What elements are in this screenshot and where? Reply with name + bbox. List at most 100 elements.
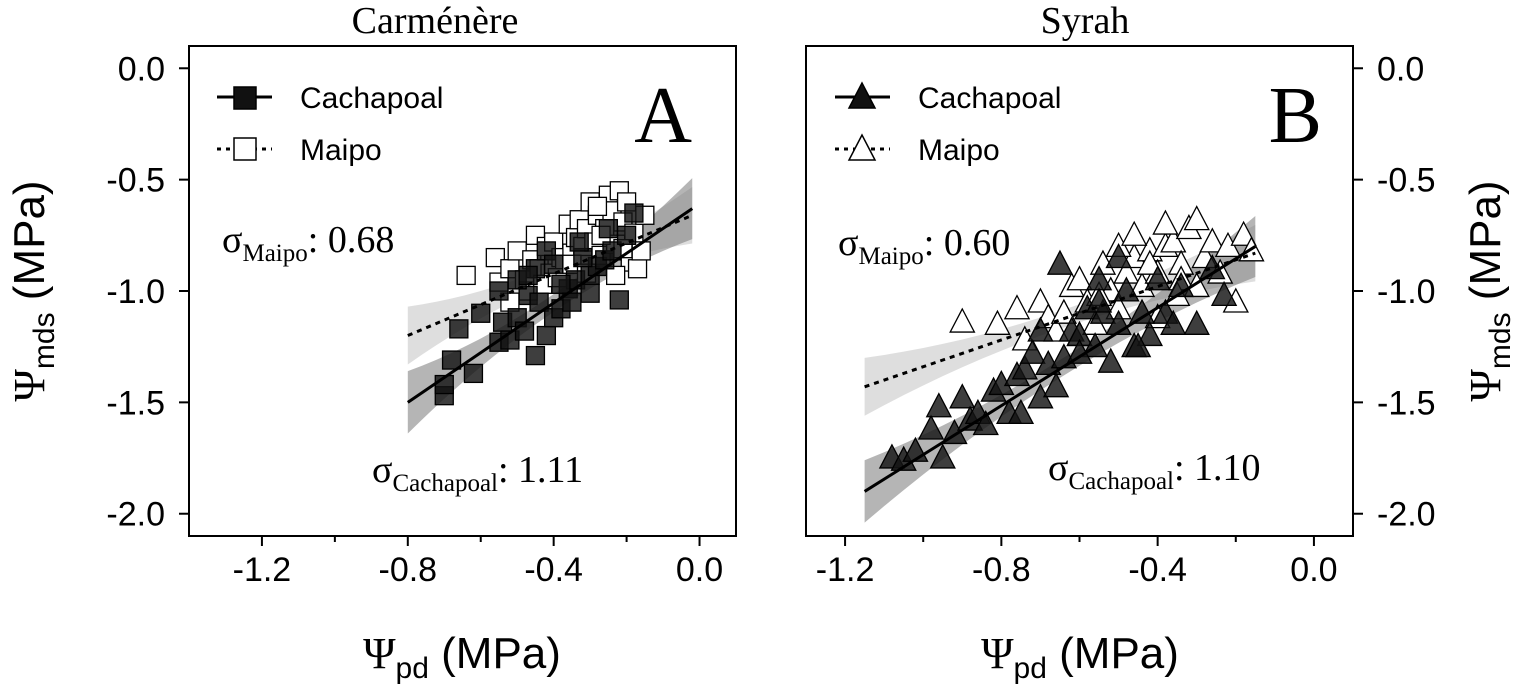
y-tick-label: -1.0: [106, 273, 165, 311]
data-point: [489, 281, 509, 301]
sigma-subscript: Cachapoal: [1068, 468, 1174, 495]
x-tick-label: -0.4: [1128, 551, 1187, 589]
sigma-value: : 1.11: [498, 449, 583, 491]
y-tick-label: -1.5: [1377, 384, 1436, 422]
data-point: [1152, 209, 1179, 235]
panel-b-sigma-maipo: σMaipo: 0.60: [838, 222, 1010, 270]
data-point: [463, 363, 484, 384]
y-tick-label: 0.0: [1377, 50, 1424, 88]
sigma-subscript: Cachapoal: [392, 470, 498, 497]
data-point: [1136, 249, 1164, 275]
panel-a-fit-cachapoal: [406, 207, 694, 404]
y-tick-label: -0.5: [106, 162, 165, 200]
panel-b-fit-maipo: [864, 251, 1256, 389]
data-point: [569, 232, 589, 252]
data-point: [1027, 287, 1054, 313]
data-point: [1136, 320, 1164, 347]
panel-b-ylabel: Ψmds (MPa): [1461, 180, 1517, 401]
legend-a-maipo-marker: [233, 137, 257, 161]
y-tick-label: 0.0: [118, 50, 165, 88]
x-tick-label: 0.0: [676, 551, 723, 589]
legend-b-maipo-label: Maipo: [918, 134, 1000, 167]
data-point: [1230, 220, 1257, 246]
sigma-symbol: σ: [372, 449, 392, 491]
y-tick-label: -2.0: [106, 496, 165, 534]
panel-b-sigma-cachapoal: σCachapoal: 1.10: [1048, 447, 1261, 495]
data-point: [602, 241, 622, 261]
data-point: [929, 443, 956, 469]
data-point: [949, 383, 976, 409]
data-point: [949, 307, 976, 333]
data-point: [1003, 294, 1031, 320]
data-point: [1121, 220, 1148, 246]
legend-a-cachapoal-label: Cachapoal: [300, 82, 443, 115]
panel-b-series-cachapoal: [878, 242, 1238, 471]
ylabel-unit: (MPa): [5, 180, 54, 312]
data-point: [925, 392, 953, 418]
xlabel-unit: (MPa): [429, 629, 561, 678]
panel-b-axes: -1.2 -0.8 -0.4 0.0 0.0 -0.5 -1.0 -1.5 -2.0: [816, 50, 1436, 589]
data-point: [1128, 298, 1156, 324]
panel-b-fit-cachapoal: [863, 245, 1257, 493]
panel-b-xlabel: Ψpd (MPa): [981, 629, 1179, 685]
data-point: [624, 203, 644, 223]
xlabel-unit: (MPa): [1047, 629, 1179, 678]
ylabel-unit: (MPa): [1461, 180, 1510, 312]
data-point: [1066, 265, 1093, 291]
data-point: [1046, 249, 1074, 275]
panel-a-xlabel: Ψpd (MPa): [363, 629, 561, 685]
data-point: [514, 321, 535, 341]
data-point: [544, 254, 564, 274]
data-point: [1144, 265, 1171, 291]
data-point: [917, 414, 945, 440]
panel-a-letter: A: [634, 72, 692, 160]
panel-b: Syrah -1.2 -0.8 -0.4 0.0 0.0 -0.5 -1.0 -1.5 -2.0…: [805, 0, 1517, 685]
data-point: [984, 309, 1011, 335]
panel-a: Carménère -1.2 -0.8 -0.4 0.0 0.0 -0.5 -1.0 -1.5…: [5, 0, 737, 685]
xlabel-sub: pd: [396, 652, 429, 685]
legend-b-cachapoal-marker: [847, 81, 877, 109]
legend-a-cachapoal-marker: [233, 86, 257, 110]
ylabel-sub: mds: [28, 312, 61, 369]
data-point: [580, 283, 600, 303]
data-point: [627, 259, 648, 279]
sigma-subscript: Maipo: [858, 243, 923, 270]
data-point: [1210, 280, 1238, 307]
y-tick-label: -0.5: [1377, 162, 1436, 200]
x-tick-label: -1.2: [233, 551, 292, 589]
xlabel-psi: Ψ: [363, 629, 396, 678]
panel-a-legend: Cachapoal Maipo: [217, 82, 443, 167]
sigma-value: : 0.60: [924, 222, 1011, 264]
data-point: [525, 345, 546, 366]
x-tick-label: -1.2: [816, 551, 875, 589]
sigma-symbol: σ: [1048, 447, 1068, 489]
data-point: [598, 218, 619, 239]
data-point: [536, 325, 557, 346]
xlabel-sub: pd: [1014, 652, 1047, 685]
data-point: [1007, 398, 1035, 425]
data-point: [1160, 309, 1187, 335]
data-point: [518, 265, 538, 286]
data-point: [449, 319, 469, 339]
data-point: [1027, 316, 1054, 342]
panel-a-sigma-cachapoal: σCachapoal: 1.11: [372, 449, 583, 497]
panel-a-ylabel: Ψmds (MPa): [5, 180, 61, 401]
x-tick-label: -0.8: [379, 551, 438, 589]
data-point: [1097, 347, 1124, 373]
x-tick-label: -0.4: [524, 551, 583, 589]
y-tick-label: -1.0: [1377, 273, 1436, 311]
panel-b-plot-area: [863, 205, 1265, 523]
legend-a-maipo-label: Maipo: [300, 134, 382, 167]
sigma-value: : 0.68: [308, 219, 395, 261]
data-point: [1019, 338, 1046, 364]
data-point: [1050, 298, 1078, 324]
panel-b-title: Syrah: [1041, 0, 1130, 42]
panel-a-axes: -1.2 -0.8 -0.4 0.0 0.0 -0.5 -1.0 -1.5 -2.0: [106, 50, 723, 589]
data-point: [972, 410, 999, 436]
sigma-symbol: σ: [838, 222, 858, 264]
panel-a-sigma-maipo: σMaipo: 0.68: [222, 219, 394, 267]
data-point: [609, 290, 629, 310]
data-point: [1183, 205, 1210, 231]
data-point: [1105, 242, 1132, 269]
